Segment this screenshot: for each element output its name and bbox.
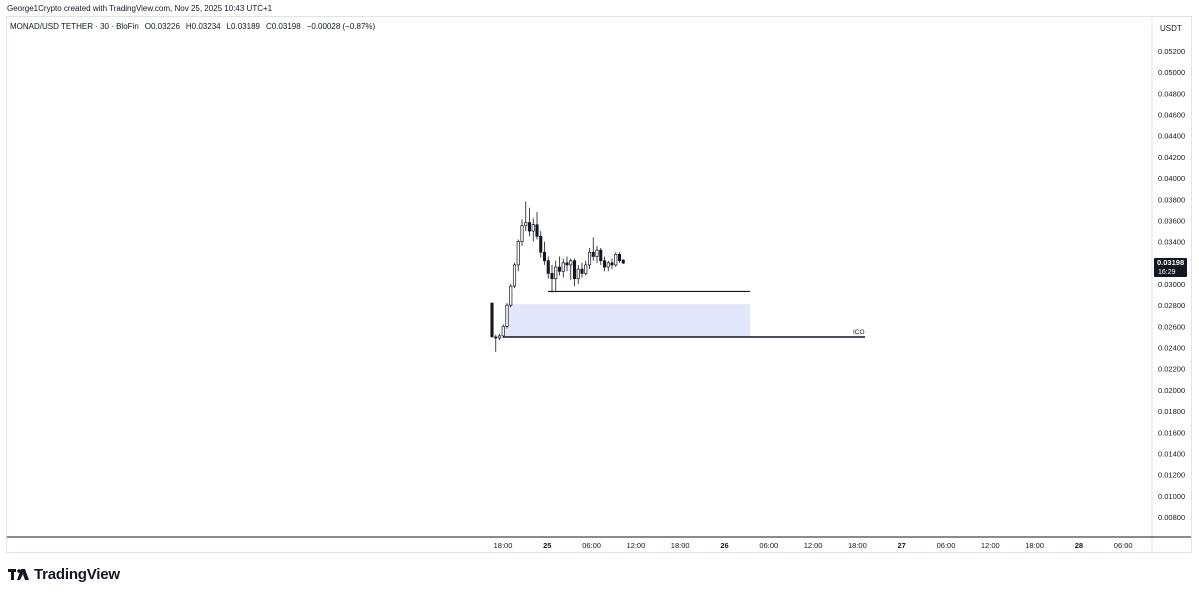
price-tick-label: 0.03400 <box>1158 238 1185 247</box>
candle-body[interactable] <box>610 262 614 266</box>
candle-body[interactable] <box>602 260 607 268</box>
price-tick-label: 0.01200 <box>1158 471 1185 480</box>
price-tick-label: 0.02800 <box>1158 301 1185 310</box>
candle-body[interactable] <box>614 253 618 266</box>
price-tick-label: 0.01400 <box>1158 449 1185 458</box>
candle-body[interactable] <box>599 249 603 262</box>
price-tick-label: 0.03800 <box>1158 195 1185 204</box>
last-price-label-bg <box>1154 258 1187 278</box>
time-tick-label: 18:00 <box>848 541 867 550</box>
candle-body[interactable] <box>527 222 532 232</box>
price-tick-label: 0.01600 <box>1158 428 1185 437</box>
high-value: H0.03234 <box>185 22 221 31</box>
candle-body[interactable] <box>524 222 528 227</box>
price-tick-label: 0.05000 <box>1158 68 1185 77</box>
candle-body[interactable] <box>591 251 595 257</box>
time-tick-label: 06:00 <box>582 541 601 550</box>
time-tick-label: 25 <box>543 541 551 550</box>
price-tick-label: 0.02600 <box>1158 322 1185 331</box>
candle-body[interactable] <box>550 273 554 280</box>
ico-level-label: ICO <box>853 329 865 336</box>
chart-frame <box>6 16 1192 553</box>
candle-body[interactable] <box>606 262 610 268</box>
chart-credit: George1Crypto created with TradingView.c… <box>7 4 273 13</box>
tradingview-brand[interactable]: TradingView <box>8 566 120 583</box>
low-value: L0.03189 <box>226 22 260 31</box>
time-tick-label: 27 <box>898 541 906 550</box>
time-tick-label: 18:00 <box>671 541 690 550</box>
candle-body[interactable] <box>516 241 520 266</box>
candle-body[interactable] <box>576 268 580 280</box>
price-tick-label: 0.04000 <box>1158 174 1185 183</box>
candle-body[interactable] <box>569 260 573 266</box>
symbol-title[interactable]: MONAD/USD TETHER · 30 · BloFin <box>10 22 139 31</box>
price-axis-unit[interactable]: USDT <box>1160 24 1182 33</box>
candle-body[interactable] <box>546 260 550 274</box>
candle-body[interactable] <box>617 253 622 262</box>
open-value: O0.03226 <box>144 22 180 31</box>
time-tick-label: 06:00 <box>759 541 778 550</box>
candle-body[interactable] <box>512 264 517 287</box>
time-tick-label: 06:00 <box>937 541 956 550</box>
candle-body[interactable] <box>621 259 625 264</box>
price-tick-label: 0.02200 <box>1158 365 1185 374</box>
time-tick-label: 28 <box>1075 541 1083 550</box>
candle-body[interactable] <box>565 262 569 266</box>
candle-body[interactable] <box>584 264 588 274</box>
candle-body[interactable] <box>531 224 535 232</box>
candle-body[interactable] <box>501 326 505 337</box>
candle-body[interactable] <box>520 225 524 242</box>
price-tick-label: 0.03600 <box>1158 216 1185 225</box>
price-tick-label: 0.02400 <box>1158 344 1185 353</box>
price-tick-label: 0.04200 <box>1158 153 1185 162</box>
price-tick-label: 0.04600 <box>1158 111 1185 120</box>
price-tick-label: 0.02000 <box>1158 386 1185 395</box>
candle-countdown-label: 16:29 <box>1158 269 1176 276</box>
price-tick-label: 0.04800 <box>1158 89 1185 98</box>
candle-body[interactable] <box>557 266 562 272</box>
tradingview-logo-icon <box>8 568 29 580</box>
change-value: −0.00028 (−0.87%) <box>306 22 376 31</box>
candle-body[interactable] <box>572 260 577 280</box>
time-tick-label: 18:00 <box>494 541 513 550</box>
brand-name: TradingView <box>34 566 120 583</box>
time-tick-label: 12:00 <box>981 541 1000 550</box>
candle-body[interactable] <box>494 336 498 339</box>
symbol-legend: MONAD/USD TETHER · 30 · BloFin O0.03226 H0… <box>10 22 381 31</box>
price-tick-label: 0.01800 <box>1158 407 1185 416</box>
candle-body[interactable] <box>509 285 513 306</box>
time-tick-label: 06:00 <box>1114 541 1133 550</box>
demand-zone[interactable] <box>505 304 750 337</box>
candle-body[interactable] <box>539 235 543 253</box>
time-tick-label: 18:00 <box>1025 541 1044 550</box>
price-tick-label: 0.05200 <box>1158 47 1185 56</box>
candle-body[interactable] <box>490 302 494 338</box>
candle-body[interactable] <box>542 251 547 262</box>
price-tick-label: 0.00800 <box>1158 513 1185 522</box>
candle-body[interactable] <box>561 262 565 272</box>
candle-body[interactable] <box>580 268 584 274</box>
close-value: C0.03198 <box>265 22 301 31</box>
time-tick-label: 12:00 <box>804 541 823 550</box>
price-tick-label: 0.01000 <box>1158 492 1185 501</box>
candle-body[interactable] <box>535 224 539 237</box>
last-price-label: 0.03198 <box>1157 258 1184 267</box>
time-tick-label: 26 <box>720 541 728 550</box>
candle-body[interactable] <box>587 251 592 266</box>
time-tick-label: 12:00 <box>627 541 646 550</box>
candle-body[interactable] <box>505 304 509 327</box>
candle-body[interactable] <box>554 266 558 280</box>
price-tick-label: 0.03000 <box>1158 280 1185 289</box>
candle-body[interactable] <box>497 335 502 339</box>
candle-body[interactable] <box>595 249 599 257</box>
price-tick-label: 0.04400 <box>1158 132 1185 141</box>
